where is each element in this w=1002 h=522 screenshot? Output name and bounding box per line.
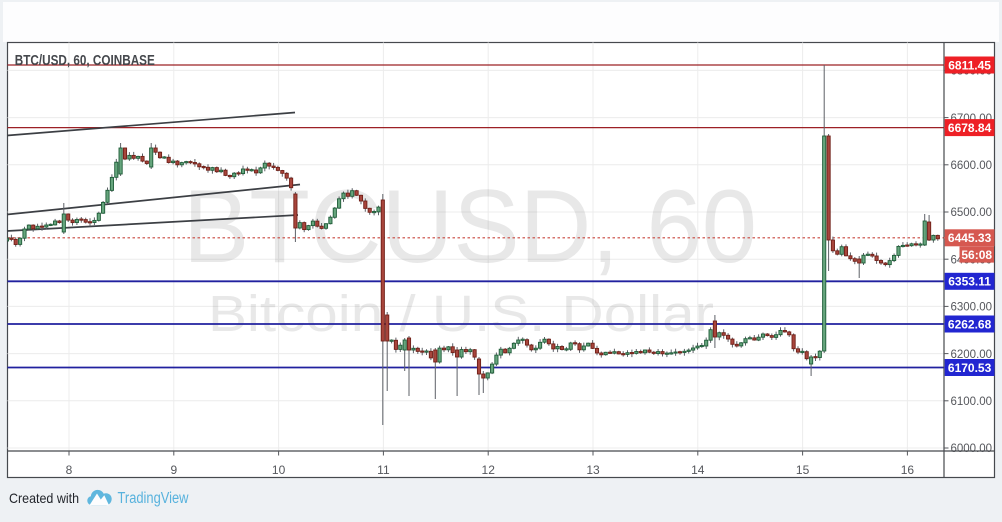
svg-text:6262.68: 6262.68 xyxy=(948,317,992,331)
svg-text:BTC/USD, 60, COINBASE: BTC/USD, 60, COINBASE xyxy=(15,53,155,69)
svg-text:6600.00: 6600.00 xyxy=(951,160,993,172)
svg-text:6678.84: 6678.84 xyxy=(948,121,992,135)
svg-text:15: 15 xyxy=(796,463,810,477)
svg-text:6300.00: 6300.00 xyxy=(951,302,993,314)
svg-text:6170.53: 6170.53 xyxy=(948,361,992,375)
svg-text:BTCUSD, 60: BTCUSD, 60 xyxy=(183,169,757,285)
svg-text:11: 11 xyxy=(377,463,390,477)
svg-text:12: 12 xyxy=(482,463,496,477)
svg-text:TradingView: TradingView xyxy=(118,490,190,507)
svg-text:Created with: Created with xyxy=(9,490,79,506)
svg-text:16: 16 xyxy=(901,463,915,477)
svg-text:6000.00: 6000.00 xyxy=(951,443,993,455)
svg-text:6100.00: 6100.00 xyxy=(951,396,993,408)
svg-text:14: 14 xyxy=(691,463,705,477)
svg-text:6811.45: 6811.45 xyxy=(948,58,991,72)
svg-text:Bitcoin / U.S. Dollar: Bitcoin / U.S. Dollar xyxy=(208,285,714,342)
svg-text:6500.00: 6500.00 xyxy=(951,207,993,219)
svg-text:13: 13 xyxy=(586,463,600,477)
svg-text:56:08: 56:08 xyxy=(961,248,992,262)
svg-text:10: 10 xyxy=(272,463,286,477)
svg-text:8: 8 xyxy=(66,463,73,477)
svg-text:6445.33: 6445.33 xyxy=(948,231,992,245)
svg-text:6200.00: 6200.00 xyxy=(951,349,993,361)
svg-text:9: 9 xyxy=(170,463,177,477)
svg-text:6353.11: 6353.11 xyxy=(948,275,991,289)
